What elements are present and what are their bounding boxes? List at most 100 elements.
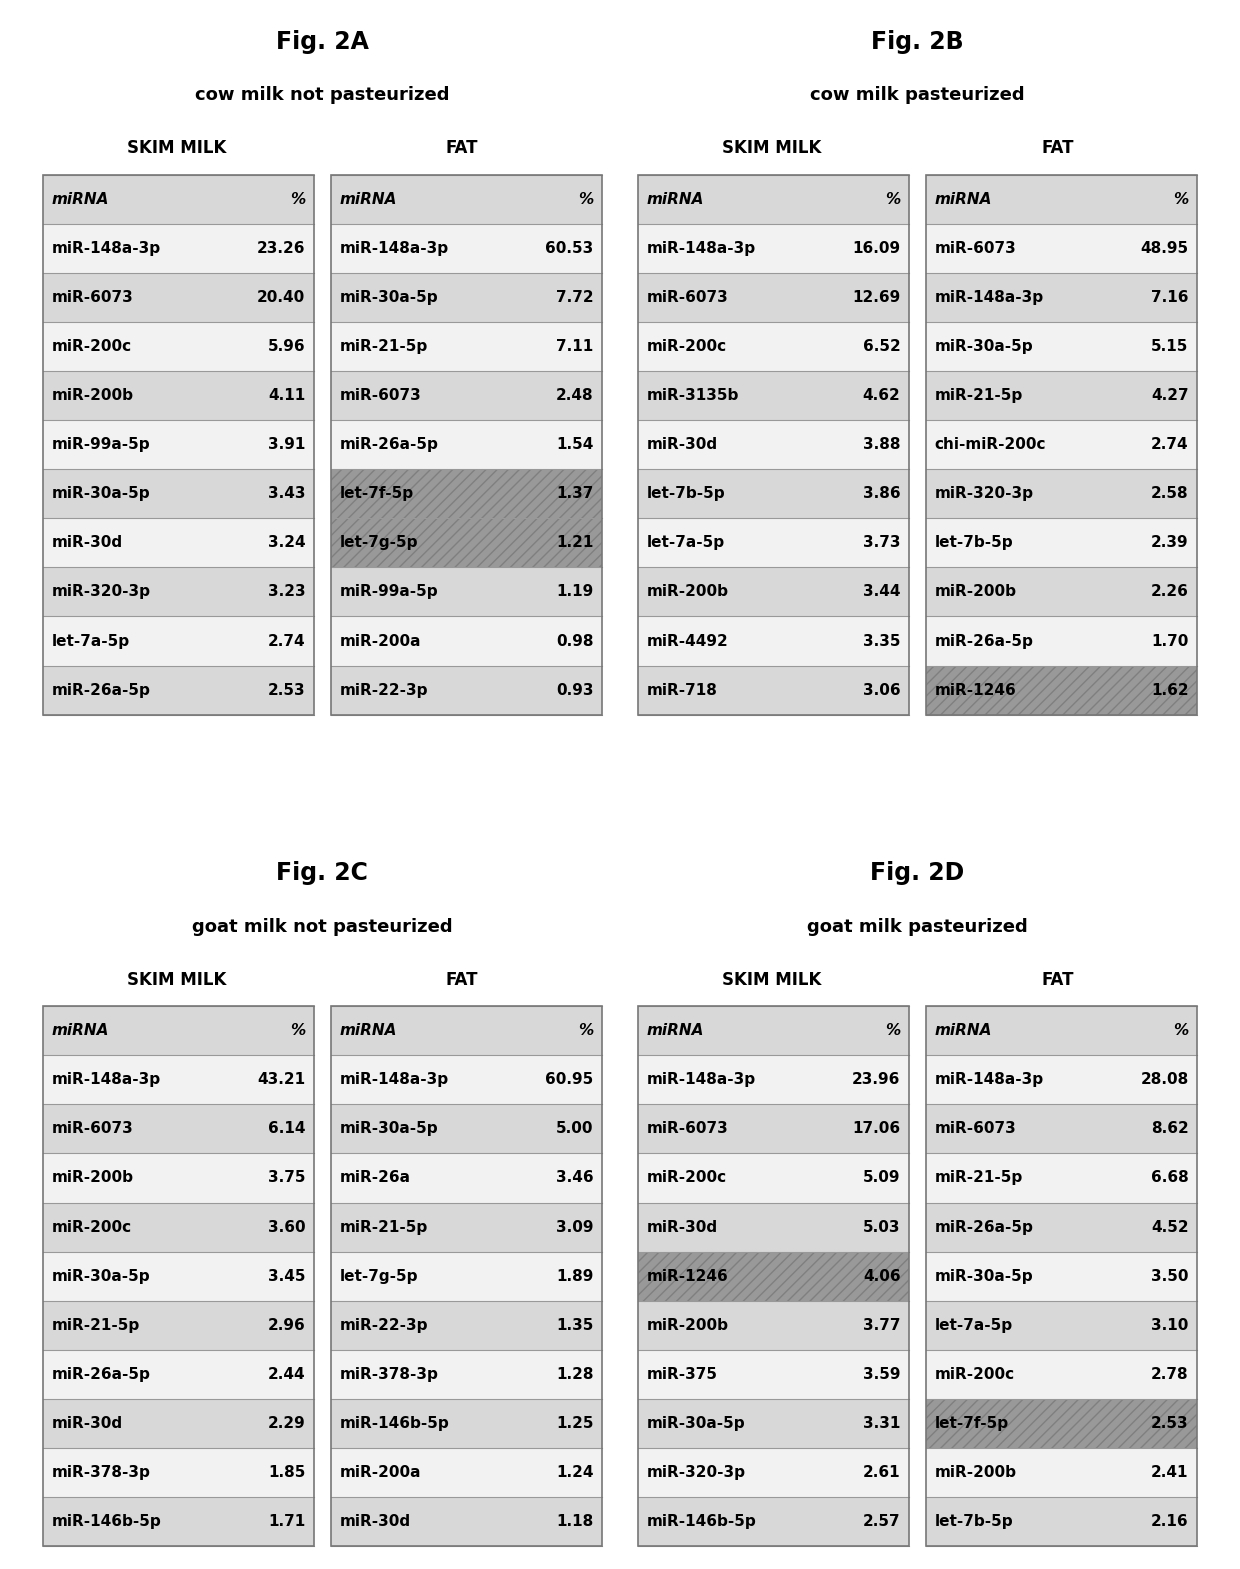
Text: %: % xyxy=(578,1023,594,1039)
Text: %: % xyxy=(290,1023,305,1039)
Text: miR-200c: miR-200c xyxy=(51,339,131,355)
Bar xyxy=(43,568,314,617)
Text: 1.21: 1.21 xyxy=(556,535,594,551)
Text: 2.58: 2.58 xyxy=(1151,486,1188,501)
Text: let-7f-5p: let-7f-5p xyxy=(935,1415,1009,1431)
Text: %: % xyxy=(1173,1023,1188,1039)
Text: let-7a-5p: let-7a-5p xyxy=(647,535,725,551)
Text: 2.16: 2.16 xyxy=(1151,1514,1188,1530)
Bar xyxy=(926,1202,1197,1252)
Text: SKIM MILK: SKIM MILK xyxy=(128,971,227,988)
Text: 3.75: 3.75 xyxy=(268,1170,305,1186)
Text: 3.35: 3.35 xyxy=(863,634,900,648)
Bar xyxy=(43,1006,314,1056)
Bar xyxy=(43,617,314,665)
Bar xyxy=(331,1400,601,1448)
Text: miR-30a-5p: miR-30a-5p xyxy=(647,1415,745,1431)
Text: miR-3135b: miR-3135b xyxy=(647,388,739,403)
Text: 0.98: 0.98 xyxy=(556,634,594,648)
Text: miRNA: miRNA xyxy=(935,191,992,207)
Bar xyxy=(43,370,314,420)
Text: 1.37: 1.37 xyxy=(556,486,594,501)
Text: miR-26a: miR-26a xyxy=(340,1170,410,1186)
Text: %: % xyxy=(885,191,900,207)
Bar xyxy=(639,518,909,568)
Text: miR-200c: miR-200c xyxy=(647,339,727,355)
Text: let-7g-5p: let-7g-5p xyxy=(340,535,418,551)
Bar xyxy=(331,1252,601,1301)
Text: 7.11: 7.11 xyxy=(556,339,594,355)
Bar xyxy=(43,1202,314,1252)
Text: miR-26a-5p: miR-26a-5p xyxy=(340,438,439,452)
Bar xyxy=(331,1153,601,1202)
Bar xyxy=(331,273,601,322)
Text: miR-200b: miR-200b xyxy=(647,1318,729,1332)
Bar xyxy=(639,322,909,370)
Text: 1.54: 1.54 xyxy=(556,438,594,452)
Text: goat milk not pasteurized: goat milk not pasteurized xyxy=(192,918,453,935)
Bar xyxy=(639,174,909,224)
Text: miR-30a-5p: miR-30a-5p xyxy=(51,1269,150,1283)
Text: miR-148a-3p: miR-148a-3p xyxy=(935,290,1044,304)
Text: 3.45: 3.45 xyxy=(268,1269,305,1283)
Bar xyxy=(639,1006,909,1547)
Text: miR-99a-5p: miR-99a-5p xyxy=(340,584,438,599)
Text: 4.62: 4.62 xyxy=(863,388,900,403)
Bar xyxy=(639,1202,909,1252)
Bar xyxy=(43,665,314,715)
Text: 2.39: 2.39 xyxy=(1151,535,1188,551)
Bar xyxy=(639,665,909,715)
Text: 3.31: 3.31 xyxy=(863,1415,900,1431)
Bar xyxy=(639,224,909,273)
Bar xyxy=(43,1153,314,1202)
Text: miR-146b-5p: miR-146b-5p xyxy=(340,1415,449,1431)
Text: miR-21-5p: miR-21-5p xyxy=(340,339,428,355)
Text: 3.86: 3.86 xyxy=(863,486,900,501)
Text: miR-99a-5p: miR-99a-5p xyxy=(51,438,150,452)
Text: miR-146b-5p: miR-146b-5p xyxy=(51,1514,161,1530)
Text: let-7b-5p: let-7b-5p xyxy=(647,486,725,501)
Bar xyxy=(926,518,1197,568)
Text: 16.09: 16.09 xyxy=(852,240,900,256)
Bar xyxy=(331,1105,601,1153)
Bar xyxy=(43,224,314,273)
Bar xyxy=(639,1105,909,1153)
Bar xyxy=(926,1448,1197,1497)
Text: miR-148a-3p: miR-148a-3p xyxy=(935,1072,1044,1087)
Text: 23.96: 23.96 xyxy=(852,1072,900,1087)
Bar xyxy=(926,174,1197,224)
Bar xyxy=(331,1056,601,1105)
Text: SKIM MILK: SKIM MILK xyxy=(723,140,822,157)
Text: miR-148a-3p: miR-148a-3p xyxy=(340,1072,449,1087)
Text: miR-30d: miR-30d xyxy=(647,1219,718,1235)
Text: %: % xyxy=(1173,191,1188,207)
Text: let-7g-5p: let-7g-5p xyxy=(340,1269,418,1283)
Text: 4.27: 4.27 xyxy=(1151,388,1188,403)
Text: FAT: FAT xyxy=(1042,971,1074,988)
Text: FAT: FAT xyxy=(1042,140,1074,157)
Bar xyxy=(639,1006,909,1056)
Text: miR-200b: miR-200b xyxy=(51,1170,134,1186)
Text: miR-148a-3p: miR-148a-3p xyxy=(51,240,161,256)
Bar xyxy=(639,617,909,665)
Bar xyxy=(43,174,314,224)
Bar xyxy=(331,1349,601,1400)
Bar xyxy=(926,322,1197,370)
Bar xyxy=(926,469,1197,518)
Bar xyxy=(331,1202,601,1252)
Text: 1.70: 1.70 xyxy=(1151,634,1188,648)
Text: miR-148a-3p: miR-148a-3p xyxy=(51,1072,161,1087)
Text: %: % xyxy=(578,191,594,207)
Text: 17.06: 17.06 xyxy=(852,1122,900,1136)
Text: let-7a-5p: let-7a-5p xyxy=(51,634,130,648)
Text: 4.06: 4.06 xyxy=(863,1269,900,1283)
Text: miR-30d: miR-30d xyxy=(51,535,123,551)
Text: 1.89: 1.89 xyxy=(556,1269,594,1283)
Bar xyxy=(43,322,314,370)
Bar xyxy=(331,1448,601,1497)
Bar xyxy=(639,1400,909,1448)
Bar xyxy=(639,370,909,420)
Text: Fig. 2A: Fig. 2A xyxy=(277,30,368,53)
Bar xyxy=(43,518,314,568)
Bar xyxy=(926,1252,1197,1301)
